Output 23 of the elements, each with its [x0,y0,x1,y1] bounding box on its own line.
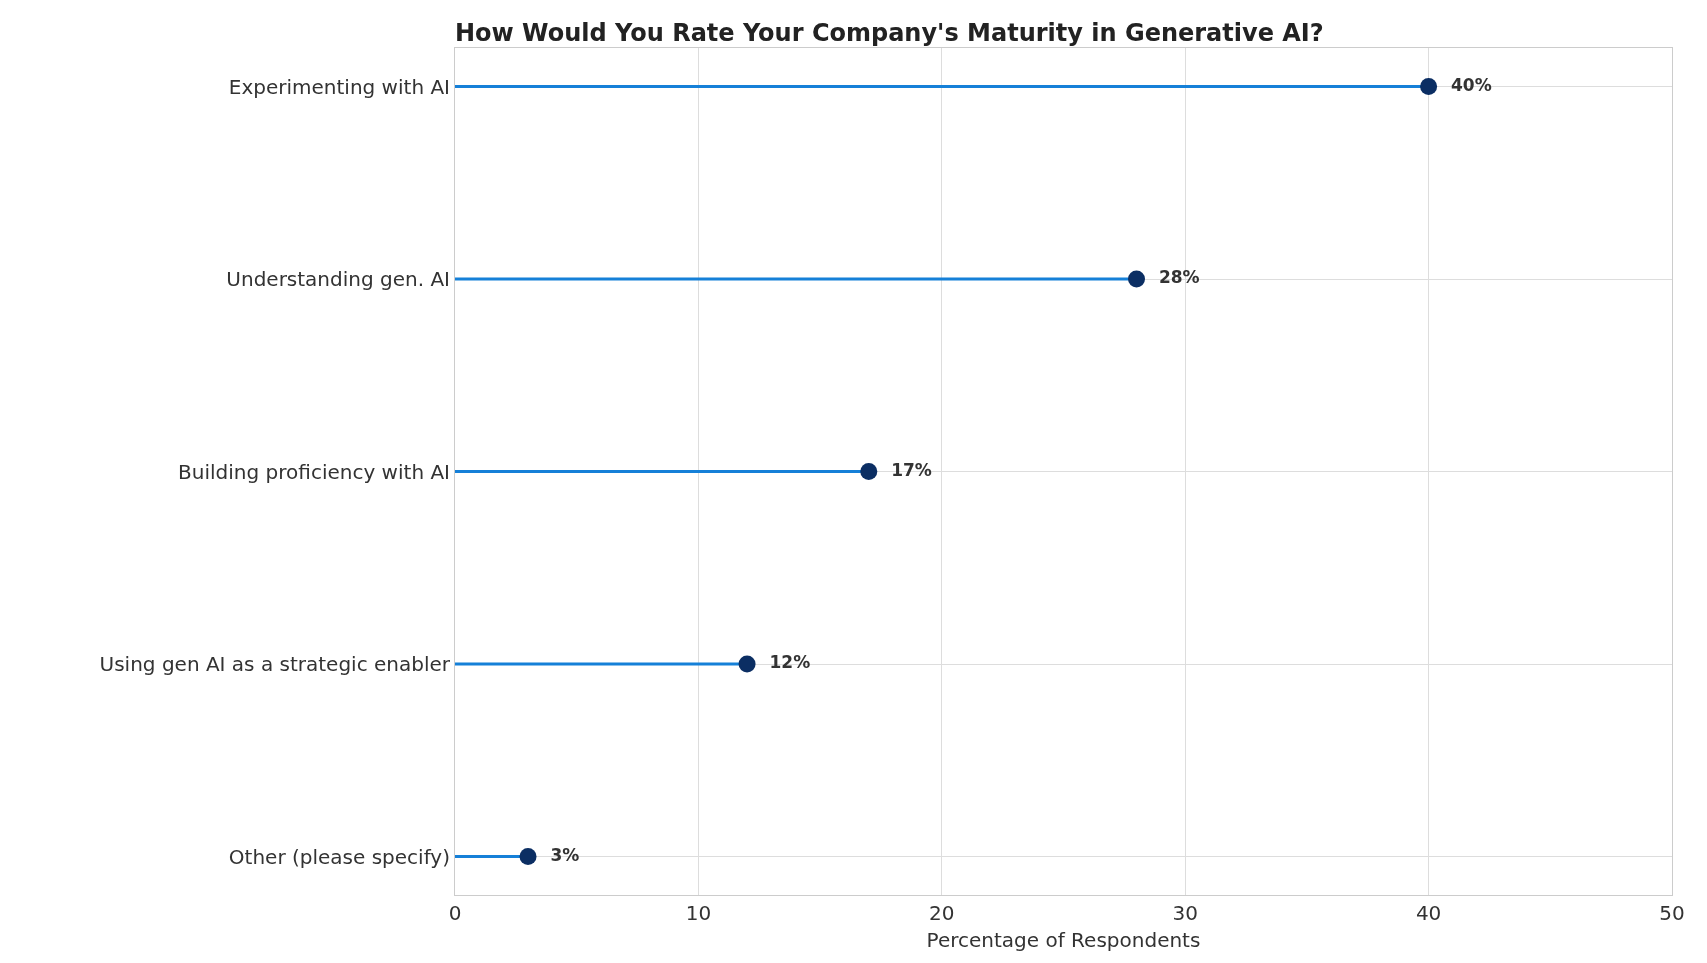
y-tick-label: Understanding gen. AI [226,267,450,291]
point [860,463,878,480]
point [1420,78,1438,95]
data-label: 28% [1158,267,1200,288]
data-label: 17% [891,459,932,480]
y-tick-label: Using gen AI as a strategic enabler [99,652,451,676]
data-label: 40% [1451,74,1492,95]
x-tick-label: 0 [448,901,462,925]
x-tick-label: 30 [1172,901,1198,925]
point [1128,270,1146,288]
x-tick-label: 10 [685,901,712,925]
data-label: 12% [769,652,811,673]
point [519,848,537,865]
x-tick-label: 20 [929,901,955,925]
point [738,655,756,673]
chart-title: How Would You Rate Your Company's Maturity in Generative AI? [455,18,1324,47]
y-tick-label: Other (please specify) [228,844,450,869]
x-tick-label: 50 [1659,901,1685,925]
x-tick-label: 40 [1415,901,1442,925]
y-tick-label: Experimenting with AI [228,74,450,99]
data-label: 3% [550,844,580,865]
y-tick-label: Building proficiency with AI [178,459,450,484]
x-axis-title: Percentage of Respondents [926,927,1201,952]
